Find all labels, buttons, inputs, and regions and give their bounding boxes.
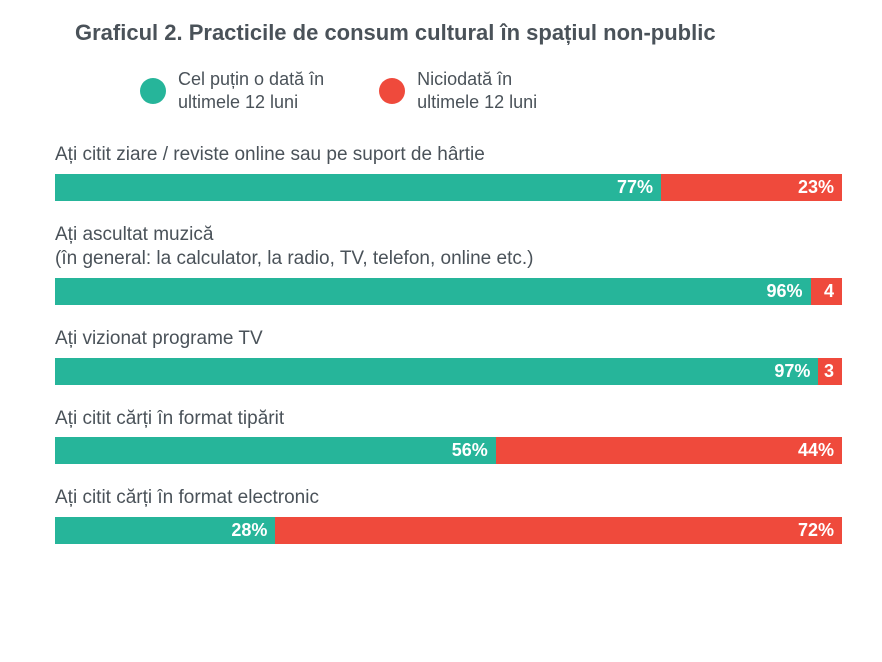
- bar: 28%72%: [55, 517, 842, 544]
- bar-row: Ați citit cărți în format tipărit 56%44%: [55, 407, 842, 465]
- bar-segment-b: 4: [811, 278, 842, 305]
- bar: 97%3: [55, 358, 842, 385]
- bar-segment-a: 28%: [55, 517, 275, 544]
- legend-item-b: Niciodată înultimele 12 luni: [379, 68, 537, 113]
- bar-rows: Ați citit ziare / reviste online sau pe …: [55, 143, 842, 544]
- legend-swatch-b: [379, 78, 405, 104]
- bar-segment-b: 23%: [661, 174, 842, 201]
- bar-row-label: Ați citit cărți în format tipărit: [55, 407, 842, 432]
- legend: Cel puțin o dată înultimele 12 luni Nici…: [140, 68, 842, 113]
- bar-row: Ați ascultat muzică(în general: la calcu…: [55, 223, 842, 305]
- bar: 96%4: [55, 278, 842, 305]
- bar-segment-a: 56%: [55, 437, 496, 464]
- bar-segment-b: 44%: [496, 437, 842, 464]
- legend-label-a: Cel puțin o dată înultimele 12 luni: [178, 68, 324, 113]
- legend-swatch-a: [140, 78, 166, 104]
- bar-row: Ați vizionat programe TV 97%3: [55, 327, 842, 385]
- bar-row: Ați citit cărți în format electronic 28%7…: [55, 486, 842, 544]
- bar-row: Ați citit ziare / reviste online sau pe …: [55, 143, 842, 201]
- legend-label-b: Niciodată înultimele 12 luni: [417, 68, 537, 113]
- bar-segment-b: 3: [818, 358, 842, 385]
- bar-segment-a: 97%: [55, 358, 818, 385]
- bar: 77%23%: [55, 174, 842, 201]
- legend-item-a: Cel puțin o dată înultimele 12 luni: [140, 68, 324, 113]
- bar-row-label: Ați vizionat programe TV: [55, 327, 842, 352]
- bar-row-label: Ați citit cărți în format electronic: [55, 486, 842, 511]
- bar-row-label: Ați citit ziare / reviste online sau pe …: [55, 143, 842, 168]
- bar-segment-a: 77%: [55, 174, 661, 201]
- bar-row-label: Ați ascultat muzică(în general: la calcu…: [55, 223, 842, 272]
- bar-segment-b: 72%: [275, 517, 842, 544]
- bar-segment-a: 96%: [55, 278, 811, 305]
- bar: 56%44%: [55, 437, 842, 464]
- chart-title: Graficul 2. Practicile de consum cultura…: [75, 20, 842, 46]
